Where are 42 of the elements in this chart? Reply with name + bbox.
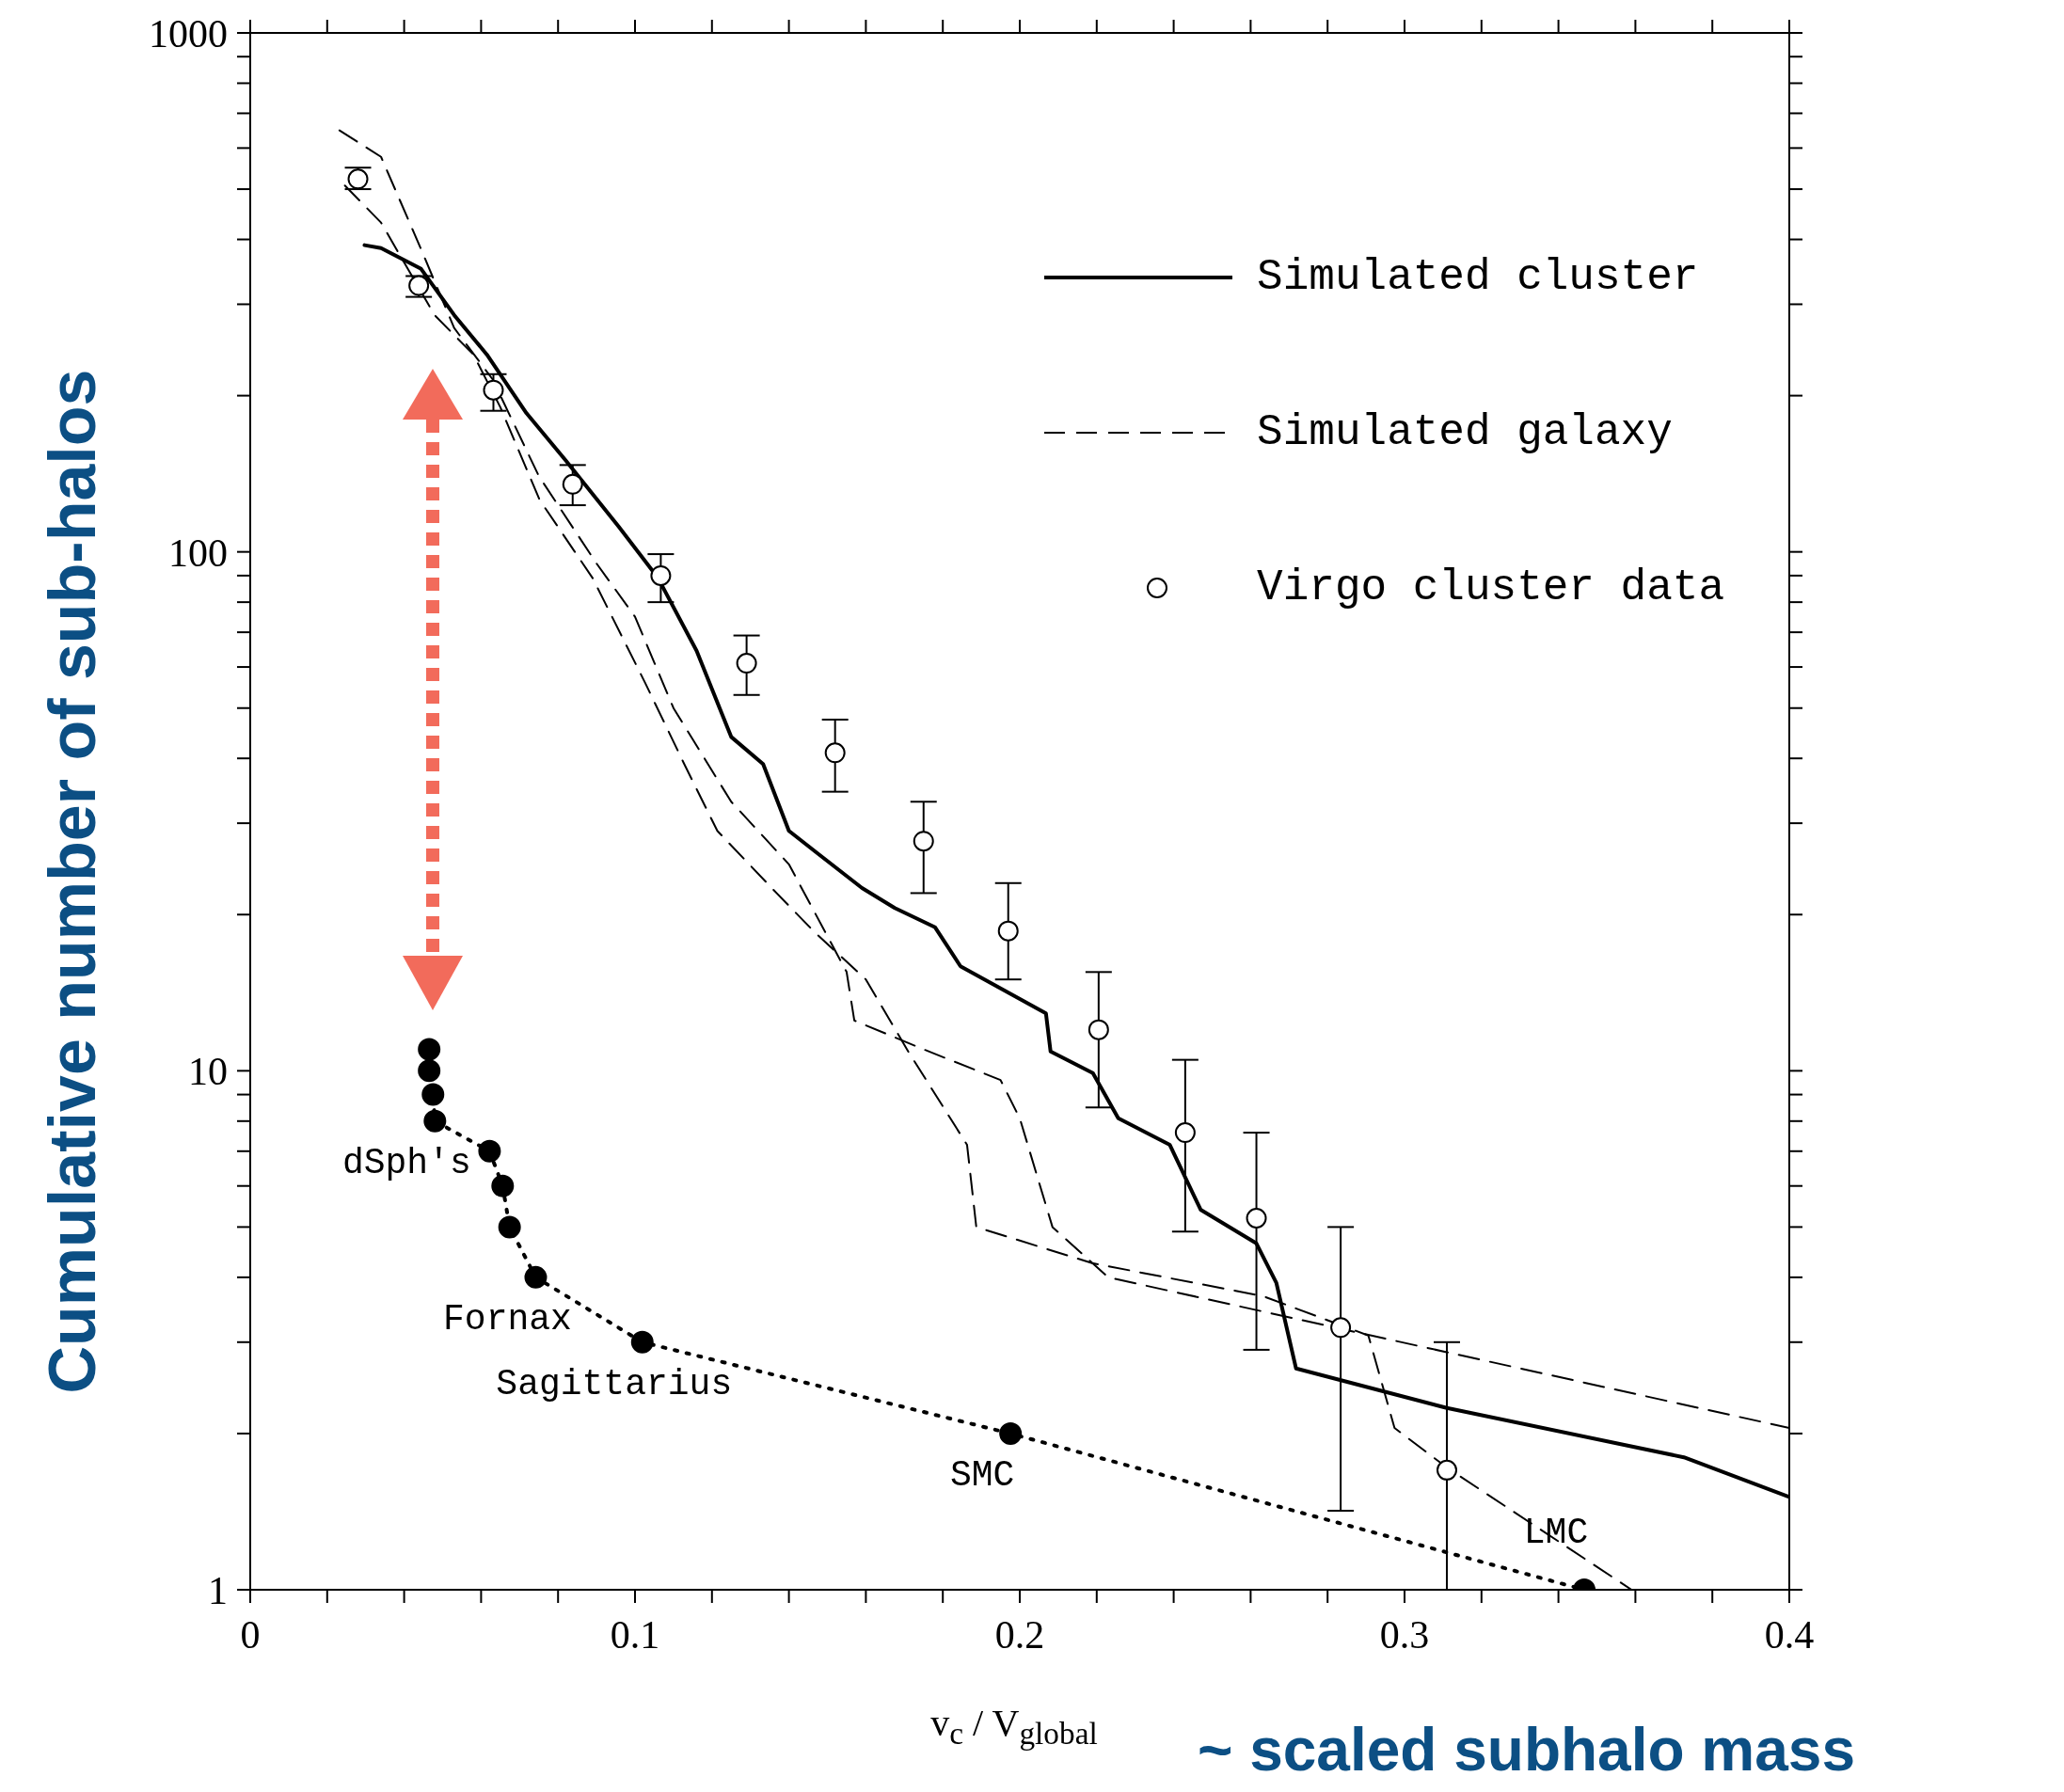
x-tick-label: 0.4	[1764, 1612, 1815, 1657]
x-tick-label: 0	[240, 1612, 261, 1657]
y-tick-label: 1000	[149, 11, 228, 56]
point	[650, 564, 672, 586]
point	[421, 1083, 445, 1106]
point	[824, 742, 846, 764]
legend-label: Virgo cluster data	[1257, 563, 1724, 612]
point	[524, 1265, 548, 1289]
y-axis-title: Cumulative number of sub-halos	[35, 369, 110, 1394]
point	[478, 1139, 501, 1163]
point	[913, 831, 934, 852]
text: ~ scaled subhalo mass	[1198, 1715, 1855, 1784]
point	[1174, 1122, 1196, 1144]
annotation: SMC	[949, 1454, 1015, 1496]
point	[1436, 1459, 1457, 1481]
annotation: Fornax	[443, 1298, 572, 1340]
point	[997, 920, 1019, 942]
annotation: dSph's	[341, 1142, 471, 1183]
point	[498, 1215, 521, 1239]
y-tick-label: 1	[208, 1568, 228, 1612]
point	[423, 1109, 447, 1133]
point	[630, 1330, 654, 1354]
point	[999, 1421, 1023, 1445]
point	[491, 1174, 515, 1197]
point	[483, 379, 504, 401]
x-tick-label: 0.3	[1379, 1612, 1430, 1657]
point	[736, 653, 757, 674]
annotation: LMC	[1523, 1513, 1589, 1553]
y-tick-label: 100	[168, 531, 228, 575]
legend-label: Simulated galaxy	[1257, 407, 1673, 457]
point	[418, 1038, 441, 1061]
legend-label: Simulated cluster	[1257, 252, 1699, 302]
point	[1330, 1317, 1352, 1339]
annotation: Sagittarius	[496, 1363, 733, 1404]
point	[418, 1059, 441, 1083]
x-tick-label: 0.2	[994, 1612, 1045, 1657]
x-tick-label: 0.1	[610, 1612, 660, 1657]
y-tick-label: 10	[188, 1050, 228, 1094]
x-axis-title: v$_{c}$ / V$_{global}$	[930, 1701, 1098, 1752]
point	[562, 473, 583, 495]
point	[1246, 1208, 1267, 1229]
point	[1088, 1019, 1109, 1040]
